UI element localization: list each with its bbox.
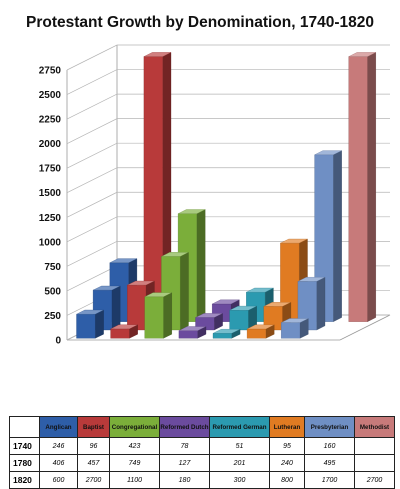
table-cell: 127 [160, 455, 210, 472]
y-tick-label: 750 [44, 262, 61, 273]
chart-plot: 0 250 500 750 1000 1250 1500 1750 2000 2250 2500 27… [0, 0, 400, 400]
bar [77, 314, 96, 338]
bar [247, 329, 266, 338]
table-cell: 96 [78, 438, 110, 455]
table-cell: 95 [270, 438, 305, 455]
y-tick-label: 1000 [39, 237, 62, 248]
bar [281, 323, 300, 339]
table-column-header: Lutheran [270, 417, 305, 438]
bar [230, 310, 249, 330]
table-row-label: 1780 [10, 455, 40, 472]
table-corner-cell [10, 417, 40, 438]
table-cell: 1100 [110, 472, 160, 489]
table-row: 1740 246 96 423 78 51 95 160 [10, 438, 395, 455]
table-cell: 201 [210, 455, 270, 472]
data-table: Anglican Baptist Congregational Reformed Du… [9, 416, 395, 489]
gridline [67, 94, 390, 119]
bar [127, 285, 146, 330]
bar [349, 57, 368, 322]
y-tick-label: 250 [44, 311, 61, 322]
bar-side [197, 210, 205, 322]
y-tick-label: 2000 [39, 139, 62, 150]
y-tick-label: 500 [44, 286, 61, 297]
table-column-header: Reformed Dutch [160, 417, 210, 438]
table-cell: 1700 [305, 472, 355, 489]
table-cell: 600 [40, 472, 78, 489]
chart-area: Protestant Growth by Denomination, 1740-… [0, 0, 400, 400]
table-cell: 2700 [355, 472, 395, 489]
bar-side [368, 52, 376, 321]
table-cell: 406 [40, 455, 78, 472]
bar-side [112, 286, 120, 330]
table-cell: 457 [78, 455, 110, 472]
table-cell: 240 [270, 455, 305, 472]
table-body: 1740 246 96 423 78 51 95 160 1780 406 457 749 127 201… [10, 438, 395, 489]
table-cell [355, 438, 395, 455]
table-cell: 51 [210, 438, 270, 455]
table-row-label: 1740 [10, 438, 40, 455]
table-cell: 800 [270, 472, 305, 489]
bar-side [333, 151, 341, 322]
table-row-label: 1820 [10, 472, 40, 489]
table-cell: 2700 [78, 472, 110, 489]
y-tick-label: 0 [55, 336, 61, 347]
table-cell: 423 [110, 438, 160, 455]
table-cell: 160 [305, 438, 355, 455]
y-tick-label: 1750 [39, 164, 62, 175]
table-cell: 246 [40, 438, 78, 455]
table-column-header: Presbyterian [305, 417, 355, 438]
bar [213, 333, 232, 338]
bar [179, 331, 198, 339]
gridline [67, 119, 390, 144]
table-row: 1820 600 2700 1100 180 300 800 1700 2700 [10, 472, 395, 489]
table-cell: 495 [305, 455, 355, 472]
bar [111, 329, 130, 338]
table-cell: 300 [210, 472, 270, 489]
table-column-header: Methodist [355, 417, 395, 438]
table-column-header: Baptist [78, 417, 110, 438]
table-cell: 78 [160, 438, 210, 455]
table-column-header: Reformed German [210, 417, 270, 438]
table-column-header: Congregational [110, 417, 160, 438]
gridline [67, 45, 390, 70]
gridline [67, 70, 390, 95]
table-cell: 180 [160, 472, 210, 489]
y-tick-label: 1250 [39, 213, 62, 224]
bar-side [164, 293, 172, 339]
table-cell: 749 [110, 455, 160, 472]
y-tick-label: 2750 [39, 66, 62, 77]
bar-side [95, 310, 103, 338]
y-tick-label: 2250 [39, 115, 62, 126]
table-row: 1780 406 457 749 127 201 240 495 [10, 455, 395, 472]
bar [145, 297, 164, 339]
table-header-row: Anglican Baptist Congregational Reformed Du… [10, 417, 395, 438]
table-column-header: Anglican [40, 417, 78, 438]
y-tick-label: 1500 [39, 188, 62, 199]
y-tick-label: 2500 [39, 90, 62, 101]
table-cell [355, 455, 395, 472]
bar-side [180, 252, 188, 330]
bar-side [317, 277, 325, 330]
